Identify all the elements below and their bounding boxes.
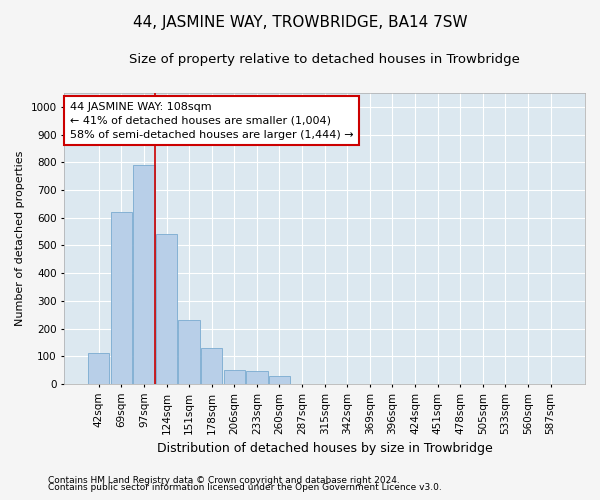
Text: 44, JASMINE WAY, TROWBRIDGE, BA14 7SW: 44, JASMINE WAY, TROWBRIDGE, BA14 7SW <box>133 15 467 30</box>
Bar <box>269 376 290 384</box>
Bar <box>88 354 109 384</box>
Bar <box>201 348 223 384</box>
Bar <box>246 372 268 384</box>
Text: Contains public sector information licensed under the Open Government Licence v3: Contains public sector information licen… <box>48 484 442 492</box>
Bar <box>156 234 177 384</box>
Text: Contains HM Land Registry data © Crown copyright and database right 2024.: Contains HM Land Registry data © Crown c… <box>48 476 400 485</box>
Title: Size of property relative to detached houses in Trowbridge: Size of property relative to detached ho… <box>129 52 520 66</box>
Bar <box>178 320 200 384</box>
X-axis label: Distribution of detached houses by size in Trowbridge: Distribution of detached houses by size … <box>157 442 493 455</box>
Bar <box>224 370 245 384</box>
Bar <box>110 212 132 384</box>
Bar <box>133 165 155 384</box>
Y-axis label: Number of detached properties: Number of detached properties <box>15 151 25 326</box>
Text: 44 JASMINE WAY: 108sqm
← 41% of detached houses are smaller (1,004)
58% of semi-: 44 JASMINE WAY: 108sqm ← 41% of detached… <box>70 102 353 140</box>
